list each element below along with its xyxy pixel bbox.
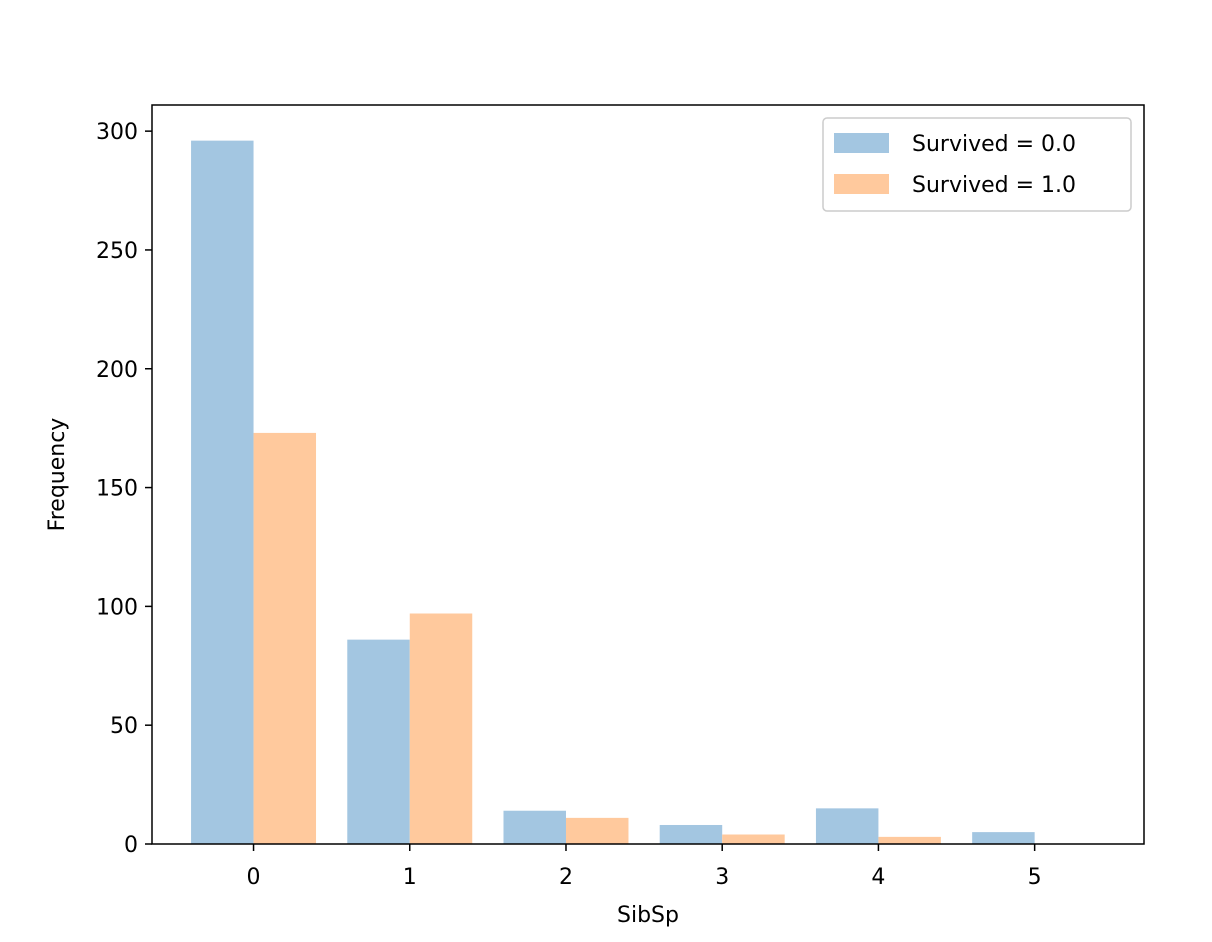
x-tick-label: 1 [403,865,417,890]
y-tick-label: 0 [124,833,138,858]
y-axis: 0 50 100 150 200 250 300 [96,120,152,858]
y-tick-label: 200 [96,358,138,383]
x-tick-label: 0 [247,865,261,890]
x-tick-label: 5 [1028,865,1042,890]
y-axis-label: Frequency [45,418,70,532]
x-tick-label: 2 [559,865,573,890]
legend-swatch-survived-1 [834,174,889,194]
bars-layer [191,140,1035,845]
y-tick-label: 50 [110,714,138,739]
x-tick-label: 4 [871,865,885,890]
x-tick-label: 3 [715,865,729,890]
bar-survived-1-sibsp-0 [253,432,317,844]
y-tick-label: 100 [96,595,138,620]
y-tick-label: 250 [96,239,138,264]
bar-survived-0-sibsp-2 [503,810,566,844]
y-tick-label: 150 [96,477,138,502]
x-axis: 0 1 2 3 4 5 [247,844,1042,890]
bar-survived-1-sibsp-4 [878,836,941,844]
y-tick-label: 300 [96,120,138,145]
bar-survived-0-sibsp-5 [972,832,1035,844]
bar-survived-1-sibsp-3 [722,834,785,844]
legend-box [822,117,1132,212]
bar-survived-1-sibsp-1 [409,613,473,844]
bar-survived-1-sibsp-2 [565,817,629,844]
bar-survived-0-sibsp-4 [815,808,879,844]
legend-label-survived-1: Survived = 1.0 [912,173,1076,198]
plot-frame [151,104,1145,845]
bar-survived-0-sibsp-1 [347,639,410,844]
x-axis-label: SibSp [617,903,679,928]
legend-swatch-survived-0 [834,133,889,153]
bar-survived-0-sibsp-3 [659,824,723,844]
bar-survived-0-sibsp-0 [191,140,254,845]
legend: Survived = 0.0 Survived = 1.0 [822,117,1132,212]
legend-label-survived-0: Survived = 0.0 [912,132,1076,157]
